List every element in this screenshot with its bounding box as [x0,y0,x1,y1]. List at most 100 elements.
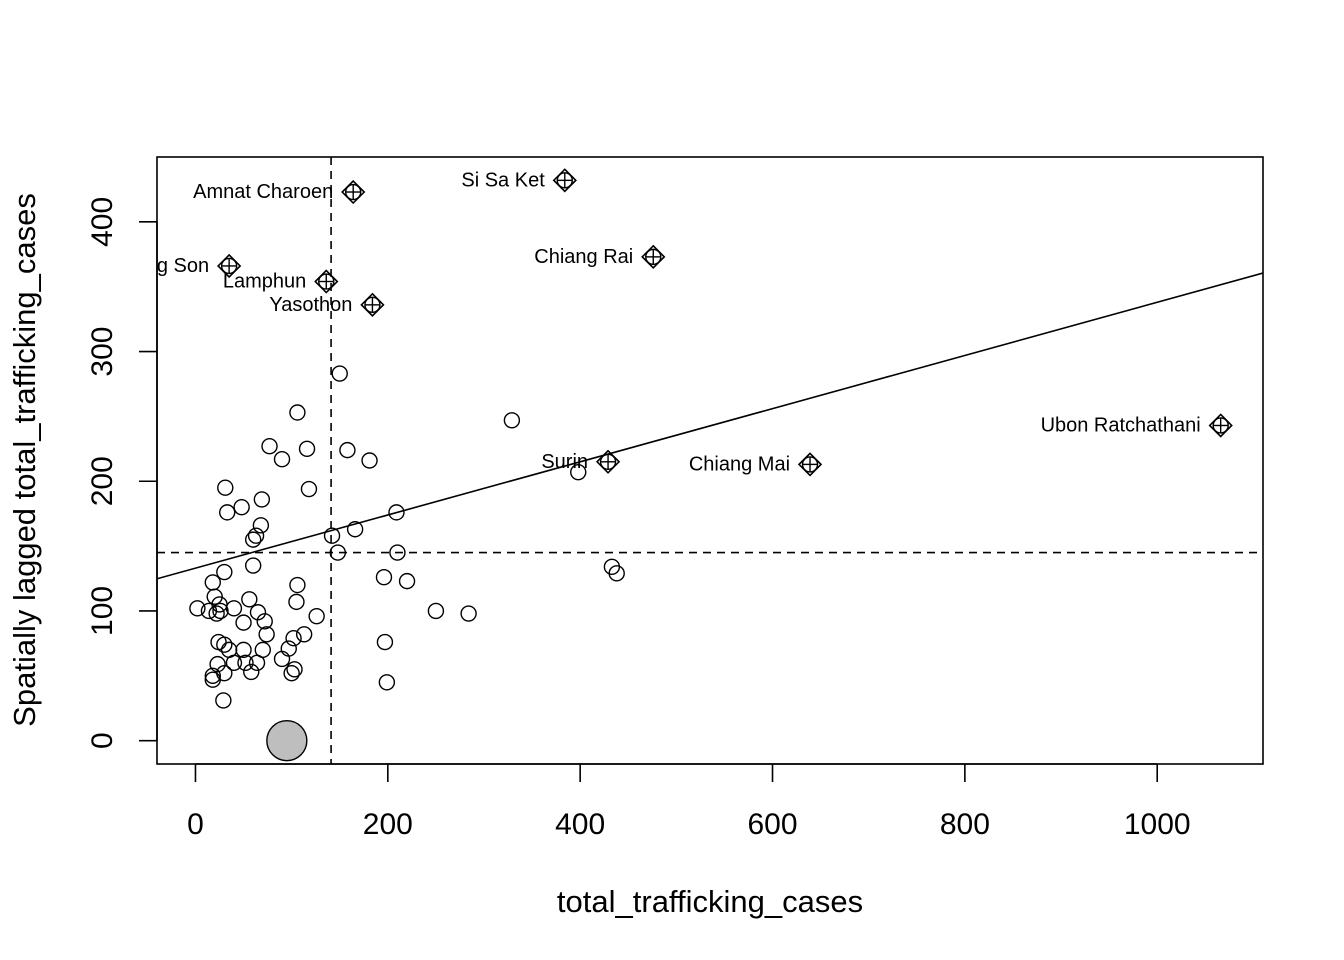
point-label: Lamphun [223,271,306,293]
data-point [308,607,325,625]
data-point [235,641,252,659]
data-point [252,517,270,534]
x-tick-label: 600 [747,808,797,841]
x-tick-label: 400 [555,808,605,841]
highlighted-point [1208,413,1233,438]
data-point [225,654,243,672]
data-point [298,440,316,458]
data-point [241,591,258,608]
data-point [208,605,225,622]
data-point [215,692,232,709]
data-point [247,527,265,544]
y-axis-label: Spatially lagged total_trafficking_cases [7,193,42,727]
highlight-diamond [314,269,339,294]
point-label: Amnat Charoen [193,181,333,203]
regression-line [157,272,1263,580]
highlighted-point [216,253,242,279]
x-tick-label: 800 [940,808,990,841]
data-point [212,602,229,620]
highlighted-point [341,179,366,205]
data-point [206,588,223,605]
data-point [216,665,233,682]
point-label: Surin [541,451,588,473]
data-point [376,633,394,651]
highlight-diamond [552,168,577,193]
y-tick-label: 200 [86,456,119,506]
plot-area: Amnat Charoen Si Sa Ket Mae Hong Son Lamphu… [76,157,1263,764]
point-labels: Amnat Charoen Si Sa Ket Mae Hong Son Lamphu… [76,169,1201,475]
point-label: Ubon Ratchathani [1041,414,1201,436]
data-point [289,576,306,594]
x-axis-label: total_trafficking_cases [557,884,863,919]
data-point [280,640,297,657]
data-point [388,504,405,521]
highlight-diamond [1208,413,1233,438]
x-tick-label: 200 [363,808,413,841]
data-point [286,661,303,678]
x-tick-label: 1000 [1124,808,1191,841]
data-point [288,593,305,611]
highlight-diamond [595,449,621,474]
x-axis: 0 200 400 600 800 1000 [187,763,1191,841]
y-tick-label: 0 [86,732,119,749]
data-point [460,605,477,622]
y-tick-label: 100 [86,586,119,636]
data-point [329,544,347,561]
data-point [261,438,278,455]
data-point [339,441,356,459]
highlight-diamond [216,253,242,279]
data-point [204,667,221,685]
data-point [219,504,236,521]
highlighted-point [314,269,339,294]
data-point [346,521,364,538]
data-point [243,663,260,681]
data-point [570,463,587,481]
point-label: Chiang Mai [689,453,790,475]
highlight-diamond [797,452,823,477]
data-point [254,641,271,659]
data-point [244,531,262,548]
data-point [289,404,306,421]
data-point [258,626,275,643]
data-points [189,168,1233,762]
y-tick-label: 300 [86,327,119,377]
data-point [389,544,406,561]
data-point [331,365,348,382]
data-point [216,636,233,653]
data-point [204,671,221,688]
highlighted-point [797,452,823,477]
highlight-diamond [341,179,366,205]
highlight-diamond [360,292,385,317]
highlighted-point [360,292,385,317]
point-label: Mae Hong Son [76,255,209,277]
highlighted-point [641,244,666,270]
data-point [285,629,302,647]
data-point [375,569,393,586]
point-label: Yasothon [269,294,352,316]
data-point [398,572,416,590]
y-tick-label: 400 [86,197,119,247]
point-label: Chiang Rai [534,246,633,268]
data-point [244,557,262,574]
large-data-point [266,719,308,762]
data-point [256,613,273,630]
data-point [503,412,521,429]
x-tick-label: 0 [187,808,204,841]
highlighted-point [552,168,577,193]
y-axis: 0 100 200 300 400 [86,197,158,749]
data-point [225,600,243,617]
data-point [427,602,445,620]
data-point [273,451,291,468]
data-point [217,479,234,496]
highlighted-point [595,449,621,474]
data-point [253,491,271,508]
point-label: Si Sa Ket [461,169,545,191]
data-point [295,626,313,643]
data-point [608,565,625,582]
data-point [361,452,378,469]
highlight-diamond [641,244,666,270]
data-point [273,650,291,668]
data-point [235,614,252,631]
data-point [283,665,300,682]
